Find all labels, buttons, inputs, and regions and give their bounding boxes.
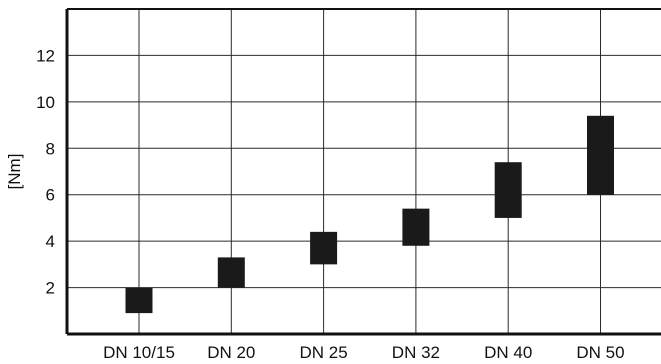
range-bar — [310, 231, 338, 265]
y-tick-label: 4 — [46, 232, 55, 251]
x-category-label: DN 50 — [576, 343, 624, 362]
x-category-label: DN 25 — [300, 343, 348, 362]
y-tick-labels: 2 4 6 8 10 12 — [36, 46, 55, 297]
gridlines — [67, 9, 661, 334]
y-axis-label: [Nm] — [5, 154, 24, 190]
y-tick-label: 12 — [36, 46, 55, 65]
range-bar — [402, 208, 430, 246]
range-bar — [217, 257, 245, 288]
range-bars — [125, 115, 614, 314]
plot-frame — [65, 8, 661, 336]
x-category-label: DN 20 — [207, 343, 255, 362]
y-tick-label: 2 — [46, 279, 55, 298]
y-tick-label: 10 — [36, 93, 55, 112]
range-bar — [125, 287, 153, 314]
x-category-label: DN 10/15 — [103, 343, 175, 362]
range-bar — [494, 162, 522, 218]
range-bar — [587, 115, 614, 195]
x-category-label: DN 32 — [392, 343, 440, 362]
x-category-labels: DN 10/15 DN 20 DN 25 DN 32 DN 40 DN 50 — [103, 343, 625, 362]
y-tick-label: 8 — [46, 139, 55, 158]
y-tick-label: 6 — [46, 186, 55, 205]
x-category-label: DN 40 — [484, 343, 532, 362]
